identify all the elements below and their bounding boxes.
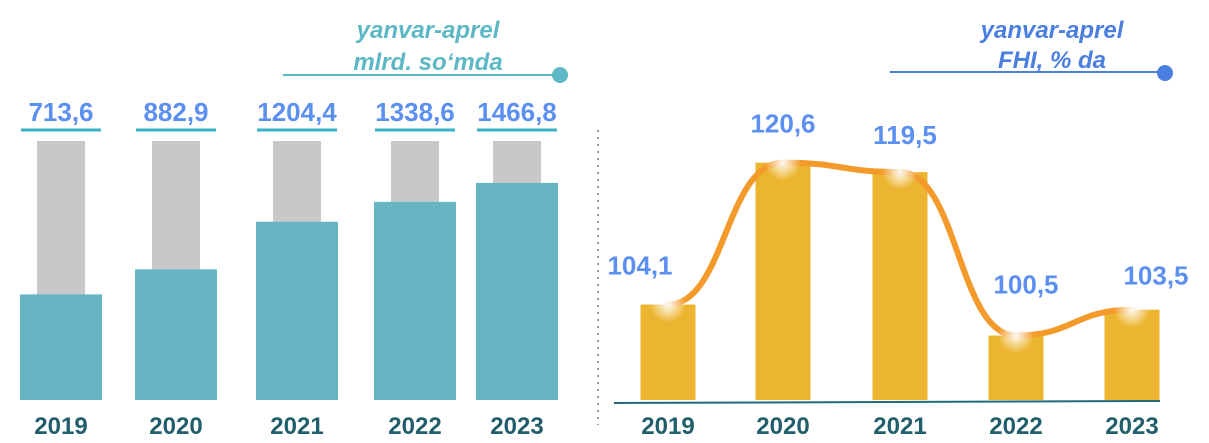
value-label: 713,6 bbox=[28, 97, 93, 127]
bar bbox=[256, 221, 338, 400]
title-dot bbox=[552, 67, 568, 83]
bar bbox=[135, 269, 217, 400]
x-tick-label: 2020 bbox=[756, 413, 809, 438]
x-tick-label: 2021 bbox=[873, 413, 926, 438]
x-tick-label: 2020 bbox=[149, 413, 202, 438]
glow bbox=[650, 286, 686, 323]
bar bbox=[20, 294, 102, 400]
glow bbox=[765, 144, 801, 181]
value-label: 103,5 bbox=[1123, 261, 1188, 291]
glow bbox=[1114, 291, 1150, 328]
x-tick-label: 2023 bbox=[490, 413, 543, 438]
value-label: 1338,6 bbox=[375, 97, 455, 127]
x-tick-label: 2019 bbox=[641, 413, 694, 438]
value-label: 1204,4 bbox=[257, 97, 337, 127]
x-tick-label: 2022 bbox=[388, 413, 441, 438]
glow bbox=[882, 154, 918, 191]
value-label: 882,9 bbox=[143, 97, 208, 127]
bar bbox=[755, 162, 811, 400]
value-label: 120,6 bbox=[750, 109, 815, 139]
value-label: 119,5 bbox=[873, 120, 937, 150]
chart-title: yanvar-aprel bbox=[356, 17, 501, 44]
value-label: 1466,8 bbox=[477, 97, 557, 127]
value-label: 104,1 bbox=[607, 251, 672, 281]
chart-title: yanvar-aprel bbox=[980, 17, 1125, 44]
chart-subtitle: mlrd. so‘mda bbox=[353, 49, 502, 76]
baseline bbox=[613, 400, 1161, 404]
bar bbox=[872, 172, 928, 400]
value-label: 100,5 bbox=[993, 270, 1058, 300]
bar bbox=[374, 201, 456, 400]
x-tick-label: 2023 bbox=[1105, 413, 1158, 438]
chart-subtitle: FHI, % da bbox=[998, 47, 1106, 74]
glow bbox=[998, 317, 1034, 354]
x-tick-label: 2019 bbox=[34, 413, 87, 438]
x-tick-label: 2021 bbox=[270, 413, 323, 438]
bar bbox=[476, 182, 558, 400]
title-dot bbox=[1157, 65, 1173, 81]
x-tick-label: 2022 bbox=[989, 413, 1042, 438]
